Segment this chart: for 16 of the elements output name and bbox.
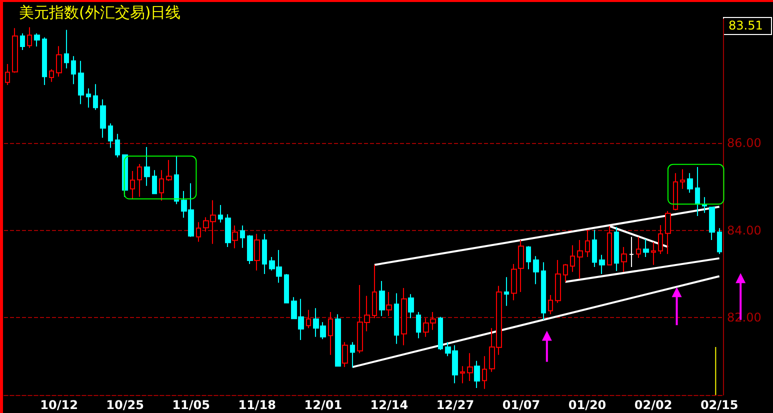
x-tick-label: 11/05 bbox=[172, 398, 210, 412]
text: 83.51 bbox=[728, 18, 763, 32]
x-tick-label: 11/18 bbox=[238, 398, 276, 412]
x-tick-label: 01/07 bbox=[502, 398, 540, 412]
x-tick-label: 02/15 bbox=[700, 398, 738, 412]
x-tick-label: 01/20 bbox=[568, 398, 606, 412]
x-tick-label: 12/14 bbox=[370, 398, 408, 412]
x-tick-label: 12/27 bbox=[436, 398, 474, 412]
x-tick-label: 10/12 bbox=[40, 398, 78, 412]
x-tick-label: 10/25 bbox=[106, 398, 144, 412]
y-tick-label: 86.00 bbox=[727, 136, 762, 150]
y-tick-label: 82.00 bbox=[727, 310, 762, 325]
y-tick-label: 84.00 bbox=[727, 223, 762, 238]
x-tick-label: 02/02 bbox=[634, 398, 672, 412]
chart-title: 美元指数(外汇交易)日线 bbox=[19, 4, 181, 22]
x-tick-label: 12/01 bbox=[304, 398, 342, 412]
